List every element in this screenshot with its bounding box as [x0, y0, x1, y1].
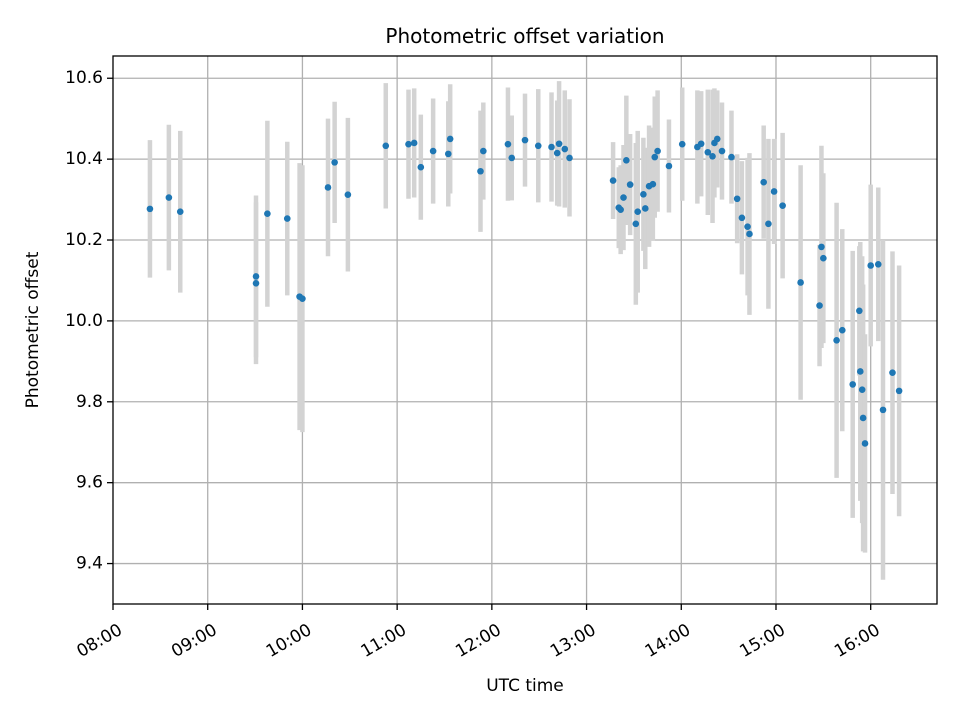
- data-point: [609, 177, 617, 184]
- data-point: [678, 140, 686, 148]
- data-point: [838, 326, 846, 334]
- y-tick-label: 10.4: [65, 149, 103, 169]
- data-point: [889, 369, 896, 376]
- y-tick-label: 9.8: [76, 392, 103, 412]
- data-point: [382, 142, 390, 150]
- data-point: [895, 387, 903, 395]
- data-point: [417, 163, 425, 171]
- data-point: [704, 148, 712, 156]
- data-point: [480, 147, 487, 155]
- data-point: [555, 140, 563, 148]
- data-point: [477, 167, 484, 175]
- data-point: [405, 140, 412, 148]
- data-point: [508, 154, 516, 162]
- data-point: [283, 215, 291, 222]
- data-point: [697, 140, 705, 148]
- data-point: [165, 194, 173, 201]
- y-axis: 9.4 9.6 9.8 10.0 10.2 10.4 10.6: [65, 68, 113, 574]
- data-point: [444, 150, 452, 158]
- data-point: [849, 381, 857, 388]
- data-point: [760, 178, 767, 186]
- data-point: [446, 135, 454, 143]
- data-point: [816, 302, 823, 309]
- data-point: [649, 180, 657, 188]
- data-point: [566, 154, 573, 162]
- data-point: [561, 145, 569, 153]
- data-point: [553, 149, 561, 157]
- chart-title: Photometric offset variation: [385, 24, 664, 48]
- data-point: [665, 162, 673, 170]
- data-point: [324, 184, 332, 191]
- data-point: [146, 205, 154, 213]
- data-point: [879, 406, 887, 414]
- data-point: [623, 157, 630, 164]
- data-point: [859, 414, 867, 422]
- data-point: [176, 208, 184, 216]
- data-point: [651, 153, 659, 161]
- data-point: [744, 223, 751, 230]
- y-tick-label: 9.6: [76, 473, 103, 493]
- y-tick-label: 10.0: [65, 311, 103, 331]
- data-point: [833, 337, 840, 344]
- data-point: [728, 153, 735, 161]
- data-point: [521, 136, 529, 144]
- data-point: [548, 143, 555, 151]
- y-tick-label: 10.6: [65, 68, 103, 88]
- data-point: [504, 140, 512, 148]
- data-point: [856, 368, 864, 375]
- data-point: [718, 147, 726, 155]
- x-axis-label: UTC time: [486, 676, 564, 696]
- data-point: [634, 208, 642, 216]
- data-point: [534, 142, 542, 150]
- data-point: [410, 139, 418, 147]
- data-point: [818, 243, 825, 251]
- data-point: [867, 262, 875, 269]
- data-point: [264, 210, 271, 218]
- data-point: [797, 279, 804, 286]
- data-point: [617, 206, 624, 213]
- data-point: [779, 202, 786, 209]
- data-point: [641, 205, 649, 212]
- data-point: [770, 188, 778, 195]
- data-point: [632, 220, 640, 228]
- data-point: [874, 260, 882, 268]
- data-point: [746, 230, 753, 238]
- data-point: [252, 273, 260, 280]
- y-tick-label: 10.2: [65, 230, 103, 250]
- data-point: [331, 159, 338, 166]
- data-point: [640, 191, 647, 198]
- data-points: [146, 135, 903, 447]
- data-point: [856, 307, 863, 315]
- y-axis-label: Photometric offset: [23, 251, 43, 408]
- data-point: [429, 147, 437, 155]
- data-point: [861, 440, 869, 447]
- data-point: [252, 279, 260, 287]
- data-point: [765, 220, 772, 228]
- data-point: [709, 152, 716, 160]
- data-point: [620, 194, 627, 201]
- data-point: [820, 254, 827, 262]
- plot-frame: [112, 55, 938, 605]
- y-tick-label: 9.4: [76, 554, 103, 574]
- data-point: [733, 195, 741, 203]
- data-point: [654, 147, 661, 155]
- data-point: [858, 386, 866, 393]
- data-point: [626, 181, 634, 188]
- data-point: [344, 191, 352, 199]
- data-point: [713, 135, 721, 143]
- data-point: [738, 214, 746, 222]
- data-point: [299, 295, 306, 302]
